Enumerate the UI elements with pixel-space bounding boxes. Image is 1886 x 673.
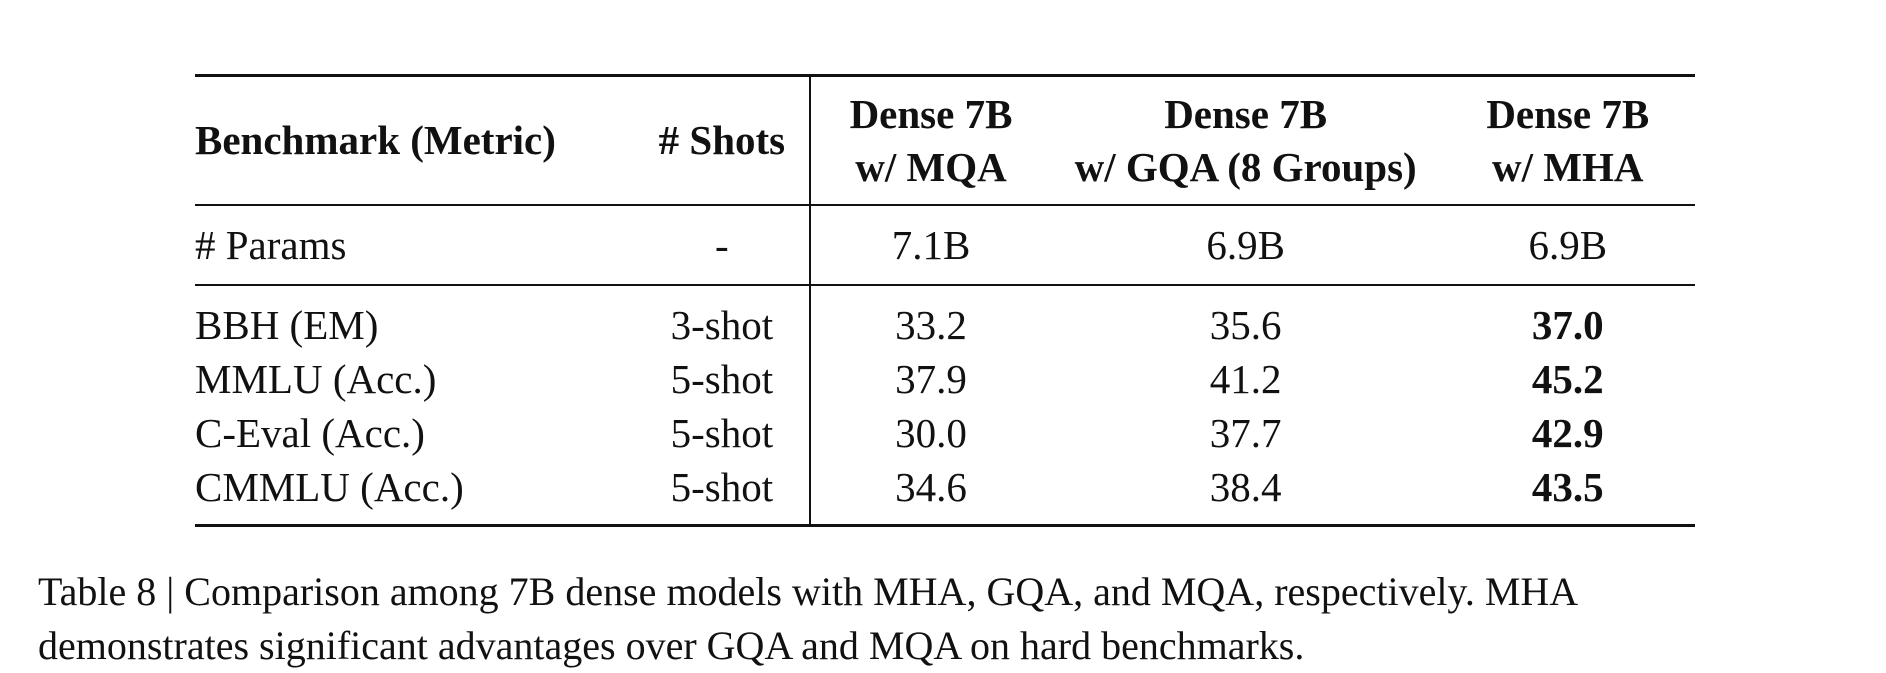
row-mha-best: 37.0 [1440,284,1695,352]
table-row: C-Eval (Acc.) 5-shot 30.0 37.7 42.9 [195,406,1695,460]
table-row: CMMLU (Acc.) 5-shot 34.6 38.4 43.5 [195,460,1695,527]
caption-line-2: demonstrates significant advantages over… [38,623,1305,668]
row-gqa: 37.7 [1209,410,1282,456]
row-shots: 5-shot [670,356,774,402]
header-benchmark: Benchmark (Metric) [195,74,635,205]
table-caption: Table 8 | Comparison among 7B dense mode… [38,565,1858,673]
comparison-table: Benchmark (Metric) # Shots Dense 7B w/ M… [195,74,1695,527]
row-benchmark: MMLU (Acc.) [195,356,437,402]
header-model-mqa-line2: w/ MQA [855,143,1007,190]
params-gqa: 6.9B [1050,204,1441,285]
params-label: # Params [195,204,635,285]
row-mha-best: 45.2 [1531,356,1604,402]
row-shots: 3-shot [634,284,811,352]
row-gqa: 35.6 [1050,284,1441,352]
row-benchmark: C-Eval (Acc.) [195,410,425,456]
row-benchmark: CMMLU (Acc.) [195,460,635,527]
row-mha-best: 43.5 [1440,460,1695,527]
row-shots: 5-shot [634,460,811,527]
header-row: Benchmark (Metric) # Shots Dense 7B w/ M… [195,74,1695,205]
row-mqa: 30.0 [809,406,1051,460]
row-gqa: 41.2 [1209,356,1282,402]
header-shots: # Shots [634,74,811,205]
header-model-gqa-line1: Dense 7B [1164,90,1328,137]
params-mha: 6.9B [1440,204,1695,285]
row-mqa: 37.9 [809,352,1051,406]
row-mqa: 33.2 [809,284,1051,352]
row-gqa: 38.4 [1050,460,1441,527]
header-model-mqa: Dense 7B w/ MQA [809,74,1051,205]
row-mha-best: 42.9 [1531,410,1604,456]
params-mqa: 7.1B [809,204,1051,285]
caption-line-1: Table 8 | Comparison among 7B dense mode… [38,569,1579,614]
header-model-mqa-line1: Dense 7B [849,90,1013,137]
header-model-mha-line1: Dense 7B [1486,90,1650,137]
params-shots: - [634,204,811,285]
header-model-gqa: Dense 7B w/ GQA (8 Groups) [1050,74,1441,205]
table-row: BBH (EM) 3-shot 33.2 35.6 37.0 [195,284,1695,352]
header-model-gqa-line2: w/ GQA (8 Groups) [1074,143,1417,190]
params-row: # Params - 7.1B 6.9B 6.9B [195,204,1695,285]
table-row: MMLU (Acc.) 5-shot 37.9 41.2 45.2 [195,352,1695,406]
row-benchmark: BBH (EM) [195,284,635,352]
header-model-mha: Dense 7B w/ MHA [1440,74,1695,205]
row-mqa: 34.6 [809,460,1051,527]
header-model-mha-line2: w/ MHA [1492,143,1644,190]
row-shots: 5-shot [670,410,774,456]
